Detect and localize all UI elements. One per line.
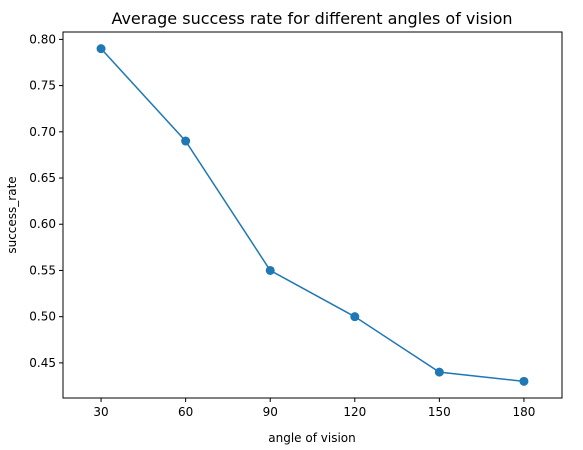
y-tick-label: 0.60 <box>29 217 56 231</box>
y-tick-label: 0.55 <box>29 263 56 277</box>
y-axis-label: success_rate <box>5 176 19 253</box>
series-layer <box>96 44 529 386</box>
data-point <box>350 312 360 322</box>
y-tick-label: 0.45 <box>29 356 56 370</box>
x-tick-label: 60 <box>178 405 193 419</box>
x-tick-label: 30 <box>93 405 108 419</box>
y-axis-ticks: 0.45 0.50 0.55 0.60 0.65 0.70 0.75 0.80 <box>29 32 63 370</box>
data-point <box>181 136 191 146</box>
x-tick-label: 180 <box>512 405 535 419</box>
data-point <box>434 367 444 377</box>
chart-title: Average success rate for different angle… <box>111 9 512 28</box>
x-axis-label: angle of vision <box>268 431 355 445</box>
y-tick-label: 0.50 <box>29 310 56 324</box>
data-point <box>96 44 106 54</box>
axes-frame <box>62 31 563 399</box>
data-point <box>519 376 529 386</box>
y-tick-label: 0.80 <box>29 32 56 46</box>
x-tick-label: 90 <box>263 405 278 419</box>
y-tick-label: 0.65 <box>29 171 56 185</box>
data-point <box>265 265 275 275</box>
x-tick-label: 120 <box>343 405 366 419</box>
x-tick-label: 150 <box>428 405 451 419</box>
series-line <box>100 48 525 383</box>
plot-area: 30 60 90 120 150 180 0.45 0.50 0.55 0.60 0.65 0.70… <box>29 31 563 419</box>
y-tick-label: 0.70 <box>29 125 56 139</box>
y-tick-label: 0.75 <box>29 79 56 93</box>
x-axis-ticks: 30 60 90 120 150 180 <box>93 398 535 419</box>
